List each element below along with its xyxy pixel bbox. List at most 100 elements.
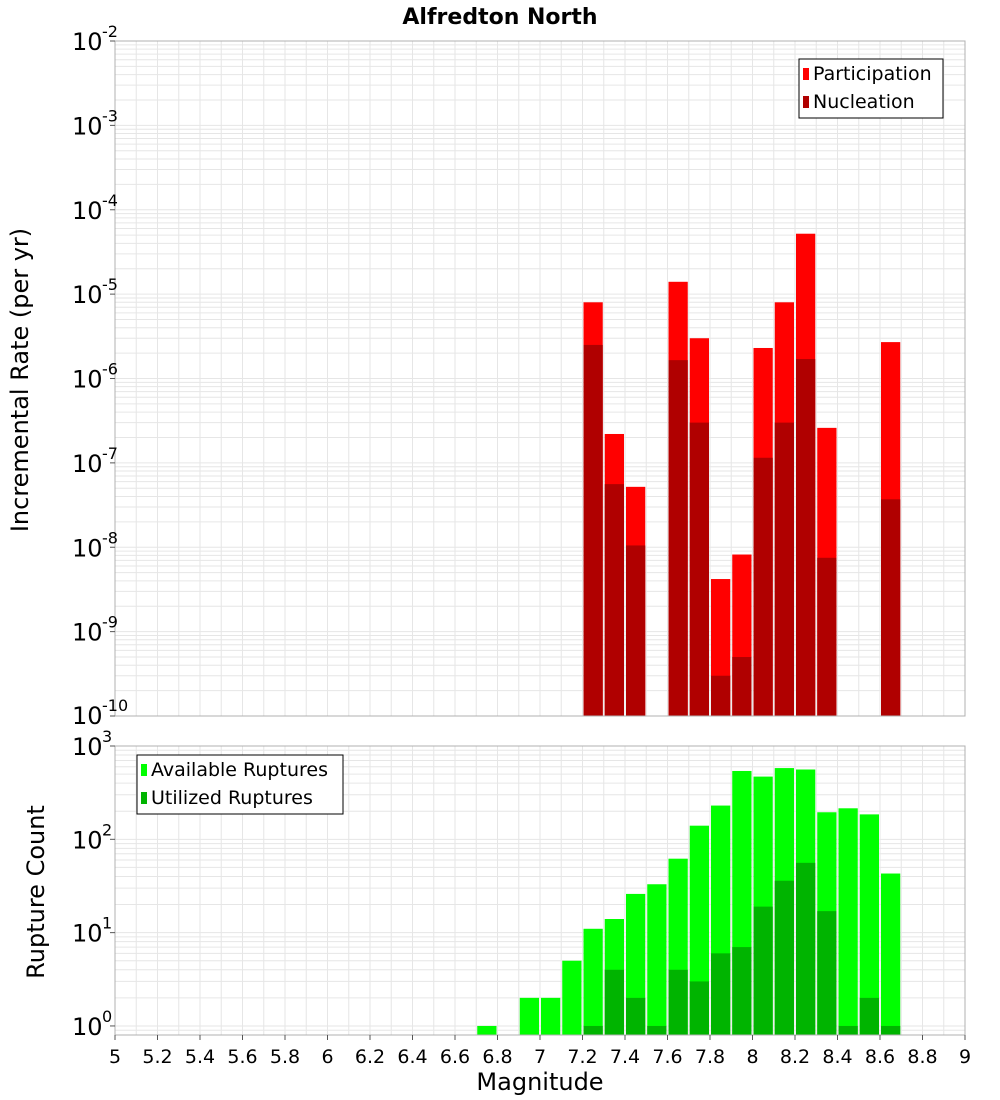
x-tick: 7.8: [695, 1035, 725, 1068]
x-tick-label: 7.4: [610, 1046, 640, 1068]
grid: [114, 40, 966, 717]
y-tick-exponent: -10: [102, 696, 128, 715]
bar: [583, 1025, 603, 1035]
y-tick-base: 10: [72, 281, 103, 309]
x-tick-label: 6.8: [482, 1046, 512, 1068]
x-tick-label: 7.8: [695, 1046, 725, 1068]
y-tick-base: 10: [72, 826, 103, 854]
legend-label: Participation: [813, 63, 932, 85]
x-tick: 8.8: [907, 1035, 938, 1068]
y-tick: 10 -4: [72, 191, 118, 225]
bar: [753, 906, 773, 1035]
bar: [647, 1025, 667, 1035]
legend-label: Available Ruptures: [151, 759, 328, 781]
y-tick-exponent: -6: [102, 360, 118, 379]
x-tick-label: 7: [534, 1046, 546, 1068]
x-tick: 9: [959, 1035, 971, 1068]
y-tick-base: 10: [72, 450, 103, 478]
y-tick-exponent: -7: [102, 444, 118, 463]
x-tick-label: 6.2: [355, 1046, 385, 1068]
bar: [881, 499, 901, 716]
y-tick-base: 10: [72, 733, 103, 761]
y-tick-exponent: 1: [102, 914, 112, 933]
x-tick: 5.6: [227, 1035, 258, 1068]
bar: [838, 808, 858, 1035]
bar: [689, 422, 709, 716]
bar: [562, 960, 582, 1035]
bar: [519, 997, 539, 1035]
series-secondary: [583, 862, 901, 1035]
x-tick-label: 7.6: [652, 1046, 682, 1068]
legend-swatch: [141, 792, 147, 804]
x-tick: 8.4: [822, 1035, 853, 1068]
x-tick: 5.8: [270, 1035, 300, 1068]
x-tick: 5: [109, 1035, 121, 1068]
bar: [583, 344, 603, 716]
y-tick-base: 10: [72, 619, 103, 647]
x-tick-label: 6: [321, 1046, 333, 1068]
x-tick: 6.2: [355, 1035, 385, 1068]
bar: [626, 997, 646, 1035]
y-tick-exponent: 0: [102, 1007, 112, 1026]
bar: [541, 997, 561, 1035]
y-tick: 10 0: [72, 1007, 115, 1041]
x-tick-label: 5: [109, 1046, 121, 1068]
bar: [796, 862, 816, 1035]
y-tick-base: 10: [72, 1013, 103, 1041]
bar: [711, 953, 731, 1035]
x-tick: 6.8: [482, 1035, 513, 1068]
rate-panel: 10-210-310-410-510-610-710-810-910 -10Par…: [72, 22, 966, 730]
bar: [647, 884, 667, 1035]
bar: [817, 557, 837, 716]
y-tick-base: 10: [72, 197, 103, 225]
bar: [604, 484, 624, 716]
y-tick-base: 10: [72, 28, 103, 56]
bar: [796, 359, 816, 716]
x-tick: 7: [534, 1035, 546, 1068]
y-tick-exponent: 2: [102, 820, 112, 839]
y-tick: 10 -5: [72, 275, 118, 309]
y-tick: 10 -6: [72, 360, 118, 394]
y-tick: 10 -10: [72, 696, 128, 730]
y-tick: 10 -9: [72, 613, 118, 647]
y-tick: 10 -7: [72, 444, 118, 478]
y-tick-base: 10: [72, 366, 103, 394]
legend-label: Nucleation: [813, 91, 915, 113]
x-tick: 6.4: [397, 1035, 428, 1068]
x-tick-label: 6.6: [440, 1046, 470, 1068]
bar: [774, 422, 794, 716]
x-tick: 8: [746, 1035, 759, 1068]
x-tick: 8.6: [865, 1035, 895, 1068]
y-tick: 10 -2: [72, 22, 118, 56]
x-tick: 5.4: [185, 1035, 215, 1068]
bar: [668, 969, 688, 1035]
bar: [881, 873, 901, 1035]
bar: [477, 1025, 497, 1035]
legend-swatch: [803, 68, 809, 80]
y-tick-exponent: 3: [102, 727, 112, 746]
bar: [583, 928, 603, 1035]
x-tick: 7.6: [652, 1035, 683, 1068]
y-tick-base: 10: [72, 920, 103, 948]
bar: [753, 457, 773, 716]
bar: [838, 1025, 858, 1035]
x-tick: 7.2: [567, 1035, 598, 1068]
y-tick-exponent: -9: [102, 613, 118, 632]
x-tick-label: 7.2: [567, 1046, 597, 1068]
x-tick: 6: [321, 1035, 334, 1068]
x-tick: 7.4: [610, 1035, 640, 1068]
legend-box: [798, 58, 944, 119]
legend-label: Utilized Ruptures: [151, 787, 313, 809]
legend-swatch: [141, 764, 147, 776]
bar: [881, 1025, 901, 1035]
bar: [626, 545, 646, 716]
bar: [689, 981, 709, 1035]
y-tick-exponent: -3: [102, 106, 118, 125]
bottom-y-axis-label: Rupture Count: [22, 805, 50, 979]
bar: [668, 360, 688, 716]
y-tick-exponent: -4: [102, 191, 118, 210]
legend-box: [136, 754, 344, 815]
bar: [774, 880, 794, 1035]
chart-title: Alfredton North: [402, 5, 597, 30]
